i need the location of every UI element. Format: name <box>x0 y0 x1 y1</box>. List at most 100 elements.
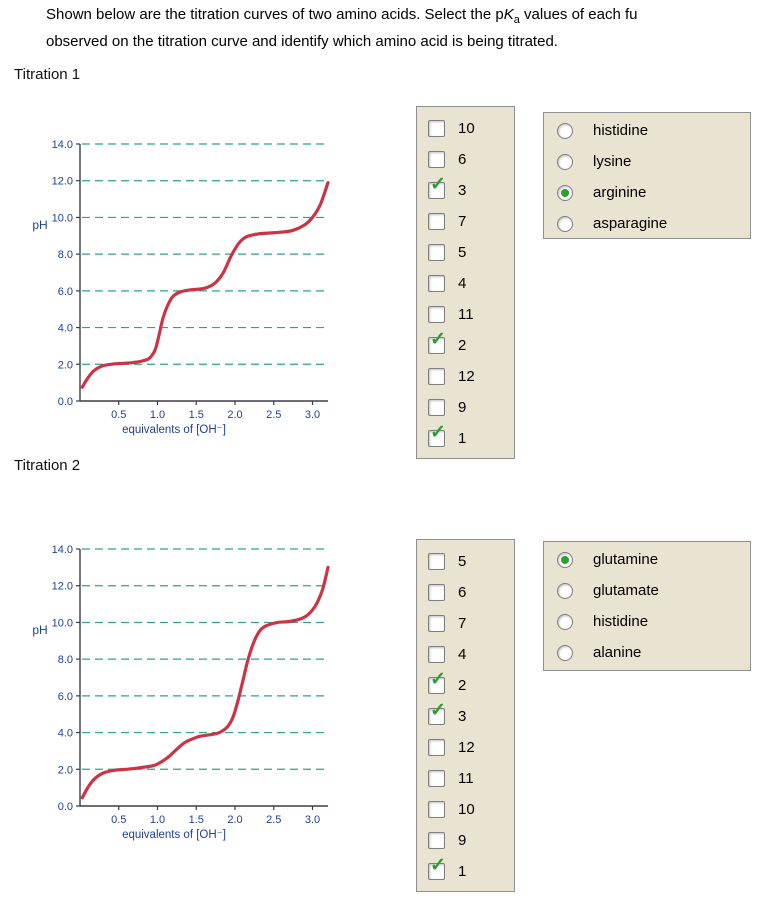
checkbox-checked[interactable]: ✓ <box>428 330 446 354</box>
checkbox-unchecked[interactable] <box>428 399 445 416</box>
pka-option-row[interactable]: 7 <box>417 206 514 237</box>
amino-acid-option-row[interactable]: glutamine <box>544 544 750 575</box>
checkmark-icon: ✓ <box>430 329 446 350</box>
pka-option-row[interactable]: ✓ 3 <box>417 701 514 732</box>
checkbox-checked[interactable]: ✓ <box>428 175 446 199</box>
pka-value-label: 10 <box>458 120 475 137</box>
pka-options-panel-1: 10 6 ✓ 3 7 5 4 11 ✓ 2 12 9 ✓ 1 <box>416 106 515 459</box>
radio-unselected[interactable] <box>557 122 573 139</box>
checkbox-unchecked[interactable] <box>428 151 445 168</box>
y-tick-label: 6.0 <box>58 286 73 298</box>
pka-option-row[interactable]: 10 <box>417 794 514 825</box>
amino-acid-label: glutamate <box>593 582 659 599</box>
amino-acid-option-row[interactable]: histidine <box>544 115 750 146</box>
x-tick-label: 2.5 <box>266 409 281 421</box>
pka-option-row[interactable]: 4 <box>417 639 514 670</box>
radio-unselected[interactable] <box>557 215 573 232</box>
y-axis-label: pH <box>32 218 47 232</box>
x-tick-label: 3.0 <box>305 814 320 826</box>
x-tick-label: 0.5 <box>111 814 126 826</box>
pka-value-label: 1 <box>458 863 467 880</box>
checkbox-unchecked[interactable] <box>428 739 445 756</box>
checkbox-unchecked[interactable] <box>428 832 445 849</box>
y-tick-label: 4.0 <box>58 728 73 740</box>
checkbox-unchecked[interactable] <box>428 553 445 570</box>
checkbox-unchecked[interactable] <box>428 615 445 632</box>
y-tick-label: 8.0 <box>58 654 73 666</box>
pka-option-row[interactable]: 11 <box>417 763 514 794</box>
checkbox-unchecked[interactable] <box>428 801 445 818</box>
pka-value-label: 12 <box>458 368 475 385</box>
x-tick-label: 2.0 <box>227 409 242 421</box>
amino-acid-label: asparagine <box>593 215 668 232</box>
pka-option-row[interactable]: 12 <box>417 732 514 763</box>
pka-value-label: 11 <box>458 306 474 323</box>
checkbox-checked[interactable]: ✓ <box>428 856 446 880</box>
pka-option-row[interactable]: 9 <box>417 825 514 856</box>
y-tick-label: 6.0 <box>58 691 73 703</box>
checkbox-unchecked[interactable] <box>428 120 445 137</box>
pka-value-label: 2 <box>458 337 467 354</box>
radio-unselected[interactable] <box>557 644 573 661</box>
checkbox-checked[interactable]: ✓ <box>428 701 446 725</box>
radio-selected[interactable] <box>557 184 573 201</box>
pka-subscript: a <box>513 14 520 26</box>
amino-acid-option-row[interactable]: lysine <box>544 146 750 177</box>
checkbox-unchecked[interactable] <box>428 584 445 601</box>
checkbox-checked[interactable]: ✓ <box>428 670 446 694</box>
pka-option-row[interactable]: ✓ 1 <box>417 423 514 454</box>
checkbox-checked[interactable]: ✓ <box>428 423 446 447</box>
pka-option-row[interactable]: 4 <box>417 268 514 299</box>
y-tick-label: 2.0 <box>58 764 73 776</box>
checkbox-unchecked[interactable] <box>428 244 445 261</box>
y-tick-label: 2.0 <box>58 359 73 371</box>
radio-unselected[interactable] <box>557 582 573 599</box>
pka-option-row[interactable]: 5 <box>417 237 514 268</box>
pka-value-label: 5 <box>458 553 467 570</box>
pka-value-label: 3 <box>458 182 467 199</box>
x-axis-label: equivalents of [OH⁻] <box>122 829 226 841</box>
pka-option-row[interactable]: 9 <box>417 392 514 423</box>
checkbox-unchecked[interactable] <box>428 646 445 663</box>
x-tick-label: 1.0 <box>150 409 165 421</box>
checkbox-unchecked[interactable] <box>428 770 445 787</box>
y-tick-label: 12.0 <box>52 176 73 188</box>
amino-acid-label: alanine <box>593 644 642 661</box>
checkbox-unchecked[interactable] <box>428 213 445 230</box>
pka-option-row[interactable]: ✓ 2 <box>417 670 514 701</box>
radio-unselected[interactable] <box>557 613 573 630</box>
titration-curve <box>80 181 330 389</box>
pka-option-row[interactable]: ✓ 3 <box>417 175 514 206</box>
pka-option-row[interactable]: 6 <box>417 577 514 608</box>
pka-option-row[interactable]: 5 <box>417 546 514 577</box>
question-text: Shown below are the titration curves of … <box>46 4 637 53</box>
x-tick-label: 1.5 <box>189 814 204 826</box>
pka-option-row[interactable]: 10 <box>417 113 514 144</box>
pka-option-row[interactable]: ✓ 2 <box>417 330 514 361</box>
checkbox-unchecked[interactable] <box>428 306 445 323</box>
pka-option-row[interactable]: 12 <box>417 361 514 392</box>
y-tick-label: 0.0 <box>58 801 73 813</box>
titration-curve <box>80 565 330 800</box>
amino-acid-option-row[interactable]: asparagine <box>544 208 750 239</box>
radio-unselected[interactable] <box>557 153 573 170</box>
pka-option-row[interactable]: 6 <box>417 144 514 175</box>
amino-acid-option-row[interactable]: histidine <box>544 606 750 637</box>
amino-acid-option-row[interactable]: alanine <box>544 637 750 668</box>
pka-option-row[interactable]: 7 <box>417 608 514 639</box>
titration-2-heading: Titration 2 <box>14 457 81 474</box>
pka-options-panel-2: 5 6 7 4 ✓ 2 ✓ 3 12 11 10 9 ✓ 1 <box>416 539 515 892</box>
checkmark-icon: ✓ <box>430 422 446 443</box>
amino-acid-option-row[interactable]: glutamate <box>544 575 750 606</box>
pka-value-label: 4 <box>458 646 467 663</box>
x-tick-label: 1.0 <box>150 814 165 826</box>
pka-value-label: 3 <box>458 708 467 725</box>
pka-option-row[interactable]: ✓ 1 <box>417 856 514 887</box>
radio-selected[interactable] <box>557 551 573 568</box>
checkbox-unchecked[interactable] <box>428 368 445 385</box>
pka-option-row[interactable]: 11 <box>417 299 514 330</box>
amino-acid-option-row[interactable]: arginine <box>544 177 750 208</box>
pka-value-label: 5 <box>458 244 467 261</box>
amino-acid-label: arginine <box>593 184 647 201</box>
checkbox-unchecked[interactable] <box>428 275 445 292</box>
